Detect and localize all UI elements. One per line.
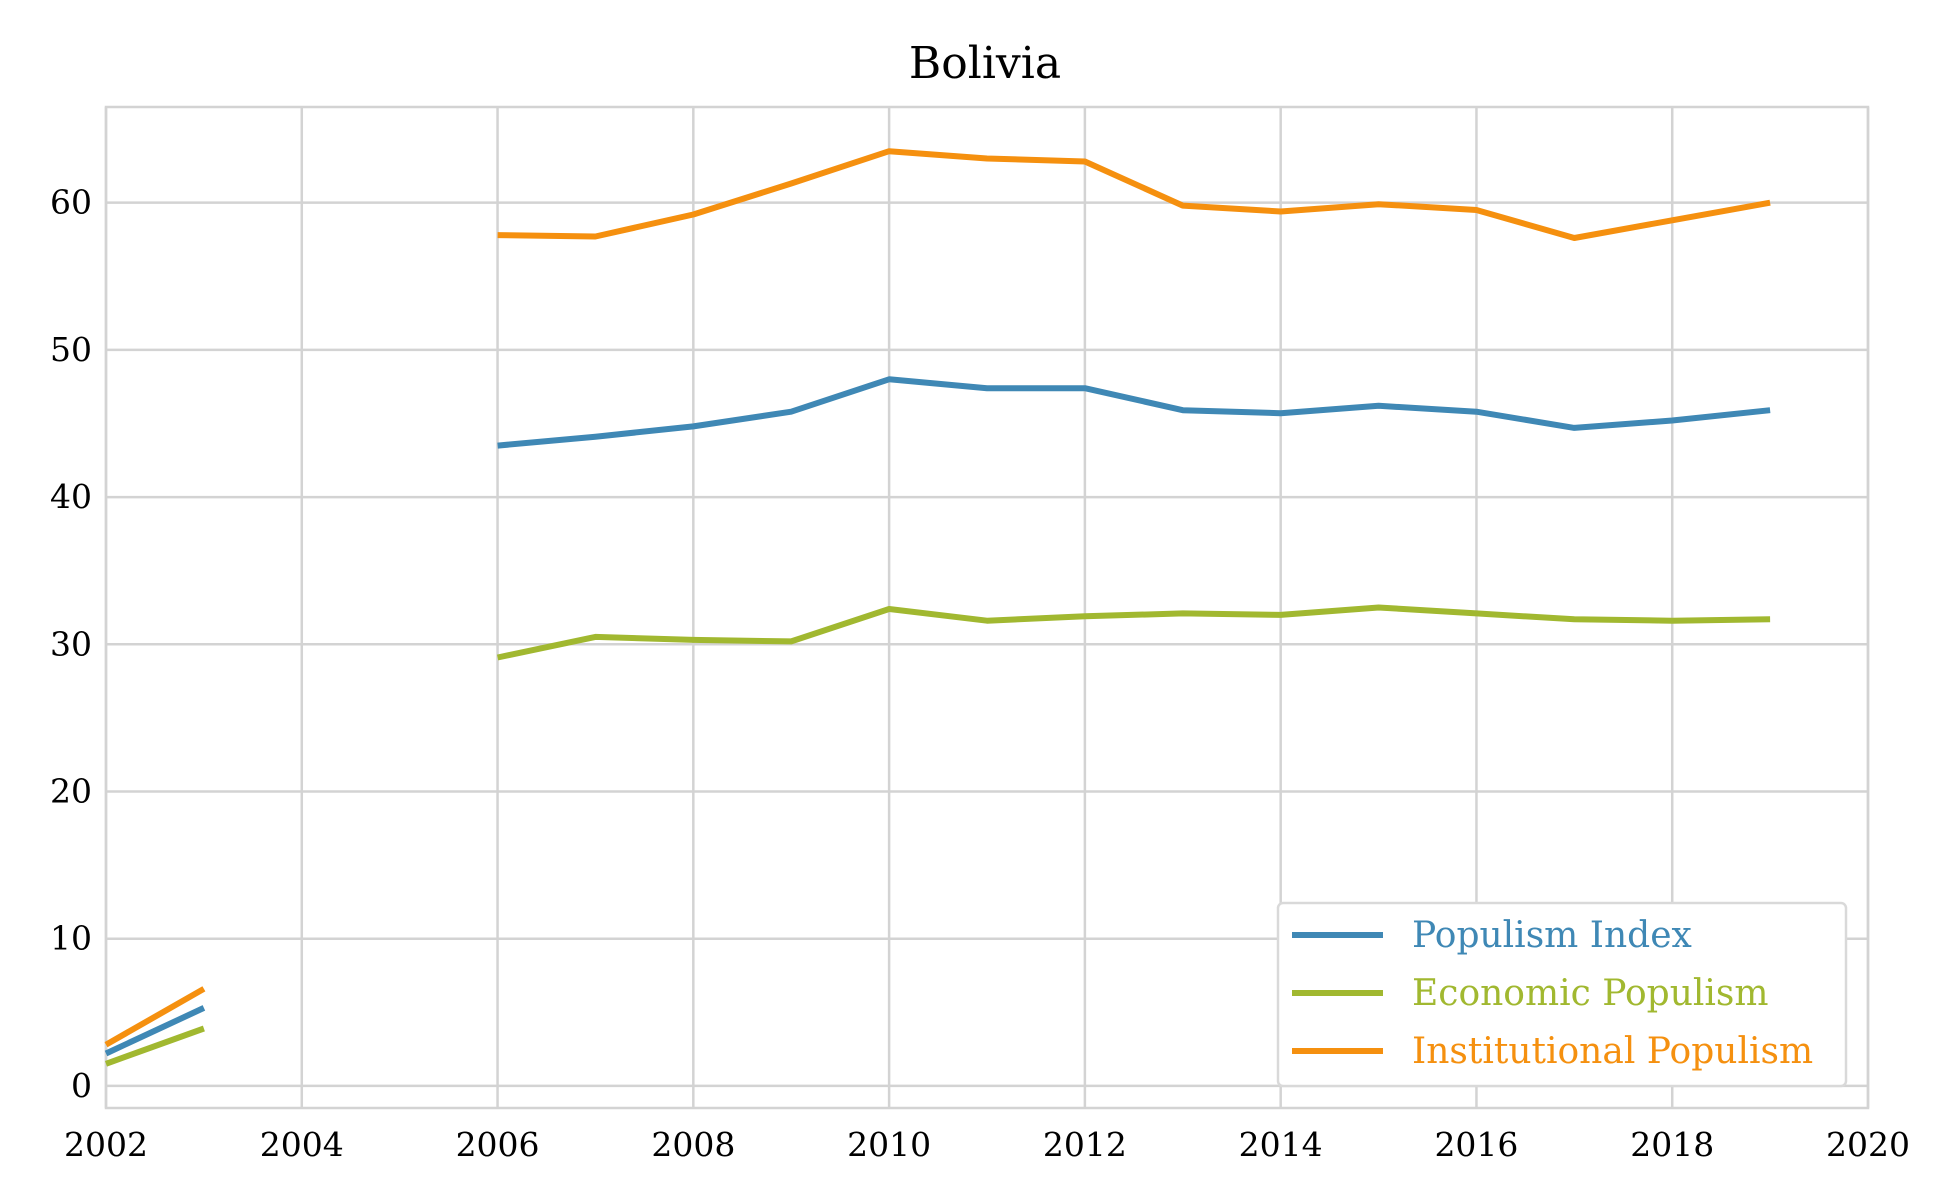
series-line-economic-populism [104,604,1771,1067]
legend-label-populism-index: Populism Index [1412,915,1692,956]
y-tick-label: 50 [50,330,92,369]
x-tick-label: 2004 [260,1125,344,1164]
chart-title: Bolivia [909,38,1061,89]
x-tick-label: 2014 [1239,1125,1323,1164]
x-tick-label: 2018 [1630,1125,1714,1164]
x-tick-label: 2012 [1043,1125,1127,1164]
series-layer [104,148,1771,1067]
legend-box [1276,901,1848,1088]
series-line-populism-index [104,376,1771,1057]
x-tick-label: 2010 [847,1125,931,1164]
legend: Populism Index Economic Populism Instituti… [1276,901,1848,1088]
x-tick-label: 2008 [651,1125,735,1164]
x-tick-label: 2016 [1434,1125,1518,1164]
x-axis-ticks: 2002 2004 2006 2008 2010 2012 2014 2016 2018 2020 [64,1125,1910,1164]
y-tick-label: 30 [50,624,92,663]
y-tick-label: 20 [50,772,92,811]
x-tick-label: 2020 [1826,1125,1910,1164]
grid [104,107,1870,1108]
x-tick-label: 2002 [64,1125,148,1164]
plot-frame [104,105,1870,1110]
series-line-institutional-populism [104,148,1771,1048]
y-tick-label: 60 [50,183,92,222]
legend-label-economic-populism: Economic Populism [1412,973,1769,1014]
legend-label-institutional-populism: Institutional Populism [1412,1031,1813,1072]
y-tick-label: 10 [50,919,92,958]
y-axis-ticks: 0 10 20 30 40 50 60 [50,183,92,1105]
y-tick-label: 0 [71,1066,92,1105]
x-tick-label: 2006 [456,1125,540,1164]
y-tick-label: 40 [50,477,92,516]
